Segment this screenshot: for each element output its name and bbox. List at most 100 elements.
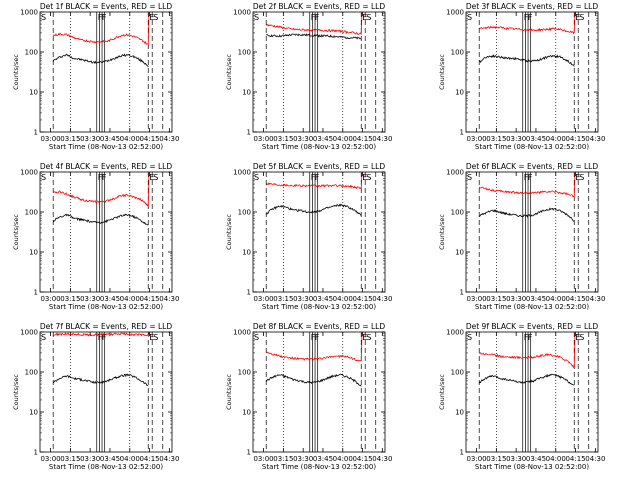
y-tick-label: 1 xyxy=(247,449,251,457)
time-marker-label: E xyxy=(575,13,580,22)
x-tick-label: 03:45 xyxy=(526,135,546,143)
x-tick-label: 04:30 xyxy=(372,135,392,143)
panel-3: Det 3f BLACK = Events, RED = LLD 1 10 100 10… xyxy=(438,2,605,151)
panel-frame xyxy=(465,11,599,133)
y-tick-label: 100 xyxy=(238,49,251,57)
x-tick-label: 04:15 xyxy=(352,295,372,303)
series-line-events xyxy=(478,373,575,386)
time-marker-label: F xyxy=(98,333,103,342)
y-axis-label: Counts/sec xyxy=(438,214,446,250)
y-tick-label: 1 xyxy=(247,129,251,137)
panel-title: Det 4f BLACK = Events, RED = LLD xyxy=(40,162,173,171)
x-tick-label: 03:00 xyxy=(253,455,273,463)
y-tick-label: 100 xyxy=(451,49,464,57)
x-tick-label: 04:30 xyxy=(372,295,392,303)
y-tick-label: 1 xyxy=(34,129,38,137)
x-tick-label: 03:30 xyxy=(506,455,526,463)
panel-frame xyxy=(39,171,173,293)
panel-frame xyxy=(465,331,599,453)
time-marker-label: F xyxy=(315,173,320,182)
time-marker-label: S xyxy=(254,13,259,22)
x-tick-label: 04:30 xyxy=(159,455,179,463)
series-line-events xyxy=(266,33,362,40)
x-tick-label: 04:00 xyxy=(546,135,566,143)
x-tick-label: 03:00 xyxy=(40,455,60,463)
y-tick-label: 10 xyxy=(242,249,251,257)
x-tick-label: 04:30 xyxy=(585,135,605,143)
x-tick-label: 04:15 xyxy=(352,135,372,143)
time-marker-label: E xyxy=(149,333,154,342)
y-tick-label: 100 xyxy=(238,209,251,217)
x-tick-label: 04:00 xyxy=(546,295,566,303)
y-tick-label: 1000 xyxy=(446,9,464,17)
y-tick-label: 100 xyxy=(451,369,464,377)
x-tick-label: 04:00 xyxy=(546,455,566,463)
time-marker-label: F xyxy=(524,173,529,182)
x-tick-label: 03:15 xyxy=(60,455,80,463)
panel-title: Det 1f BLACK = Events, RED = LLD xyxy=(40,2,173,11)
y-tick-label: 1000 xyxy=(446,329,464,337)
time-marker-label: E xyxy=(362,13,367,22)
x-tick-label: 04:30 xyxy=(159,135,179,143)
time-marker-label: S xyxy=(41,173,46,182)
y-axis-label: Counts/sec xyxy=(438,374,446,410)
y-tick-label: 100 xyxy=(25,369,38,377)
x-tick-label: 03:45 xyxy=(526,455,546,463)
panel-5: Det 5f BLACK = Events, RED = LLD 1 10 100 10… xyxy=(225,162,392,311)
time-marker-label: S xyxy=(366,333,371,342)
x-tick-label: 03:00 xyxy=(40,295,60,303)
time-marker-label: F xyxy=(528,333,533,342)
panel-6: Det 6f BLACK = Events, RED = LLD 1 10 100 10… xyxy=(438,162,605,311)
series-line-lld xyxy=(265,12,363,35)
x-tick-label: 04:00 xyxy=(120,135,140,143)
x-axis-label: Start Time (08-Nov-13 02:52:00) xyxy=(262,463,376,471)
x-tick-label: 04:15 xyxy=(139,295,159,303)
series-line-lld xyxy=(478,12,576,35)
panel-frame xyxy=(252,331,386,453)
x-tick-label: 03:30 xyxy=(506,295,526,303)
x-tick-label: 03:45 xyxy=(100,455,120,463)
time-marker-label: F xyxy=(311,173,316,182)
panel-8: Det 8f BLACK = Events, RED = LLD 1 10 100 10… xyxy=(225,322,392,471)
x-tick-label: 03:45 xyxy=(313,295,333,303)
x-tick-label: 03:15 xyxy=(486,295,506,303)
series-line-lld xyxy=(479,332,576,368)
series-line-events xyxy=(52,373,149,387)
time-marker-label: F xyxy=(528,173,533,182)
panel-title: Det 6f BLACK = Events, RED = LLD xyxy=(466,162,599,171)
y-tick-label: 100 xyxy=(25,209,38,217)
panel-frame xyxy=(39,11,173,133)
time-marker-label: F xyxy=(102,333,107,342)
y-axis-label: Counts/sec xyxy=(225,214,233,250)
x-tick-label: 03:15 xyxy=(486,135,506,143)
panel-frame xyxy=(39,331,173,453)
panel-2: Det 2f BLACK = Events, RED = LLD 1 10 100 10… xyxy=(225,2,392,151)
time-marker-label: S xyxy=(467,333,472,342)
x-axis-label: Start Time (08-Nov-13 02:52:00) xyxy=(262,303,376,311)
time-marker-label: S xyxy=(366,173,371,182)
panel-title: Det 9f BLACK = Events, RED = LLD xyxy=(466,322,599,331)
time-marker-label: S xyxy=(254,173,259,182)
series-line-events xyxy=(266,203,362,217)
time-marker-label: S xyxy=(467,13,472,22)
x-tick-label: 03:30 xyxy=(80,135,100,143)
series-line-lld xyxy=(52,331,150,337)
time-marker-label: E xyxy=(149,173,154,182)
series-line-lld xyxy=(265,172,363,190)
time-marker-label: S xyxy=(153,173,158,182)
y-tick-label: 1 xyxy=(34,289,38,297)
x-axis-label: Start Time (08-Nov-13 02:52:00) xyxy=(262,143,376,151)
x-tick-label: 03:30 xyxy=(506,135,526,143)
y-tick-label: 10 xyxy=(29,89,38,97)
time-marker-label: F xyxy=(524,333,529,342)
panel-frame xyxy=(252,171,386,293)
y-tick-label: 1000 xyxy=(233,169,251,177)
y-tick-label: 10 xyxy=(455,409,464,417)
y-axis-label: Counts/sec xyxy=(225,54,233,90)
x-tick-label: 03:00 xyxy=(253,295,273,303)
y-tick-label: 1000 xyxy=(233,9,251,17)
y-tick-label: 10 xyxy=(29,249,38,257)
time-marker-label: S xyxy=(579,333,584,342)
panel-frame xyxy=(252,11,386,133)
x-tick-label: 03:30 xyxy=(293,135,313,143)
